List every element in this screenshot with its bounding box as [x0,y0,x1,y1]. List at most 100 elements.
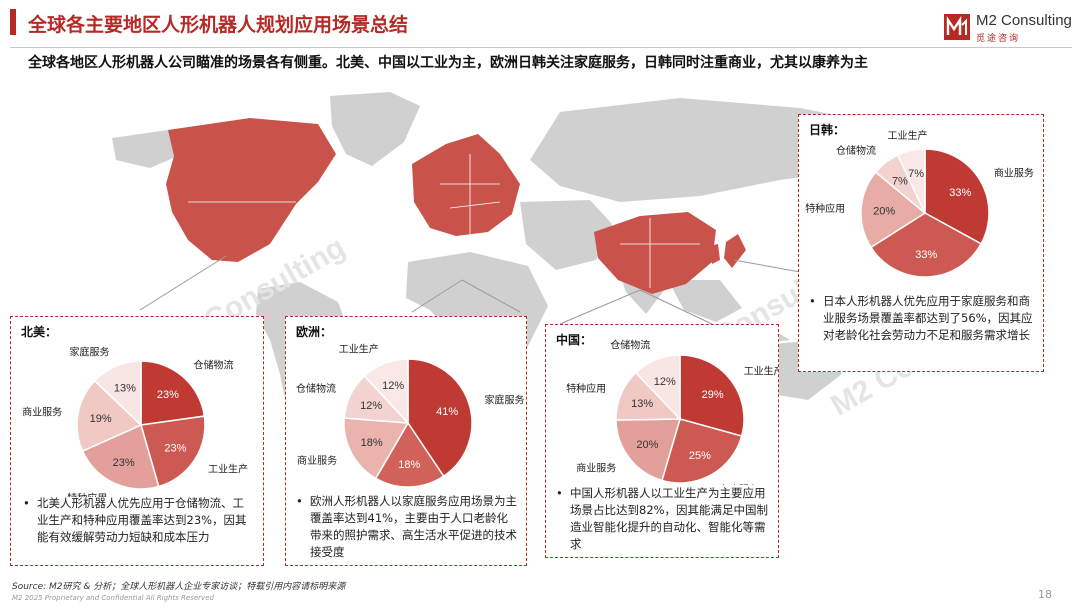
callout-line-china [559,289,641,325]
pie-category-label: 商业服务 [994,166,1034,179]
pie-category-label: 家庭服务 [719,483,759,485]
pie-category-label: 仓储物流 [194,359,234,372]
pie-slice [363,358,409,425]
pie-slice [896,148,926,214]
pie-slice-percent: 18% [361,437,383,449]
callout-line-europe-left [411,279,463,313]
region-note: • 北美人形机器人优先应用于仓储物流、工业生产和特种应用覆盖率达到23%，因其能… [23,495,255,546]
pie-slice [661,418,743,484]
pie-slice-percent: 33% [949,187,971,199]
bullet-icon: • [556,486,563,500]
region-note: • 欧洲人形机器人以家庭服务应用场景为主覆盖率达到41%，主要由于人口老龄化带来… [296,493,518,561]
region-box-north-america: 北美： 23%仓储物流23%工业生产23%特种应用19%商业服务13%家庭服务 … [10,316,264,566]
region-title: 北美： [21,325,58,339]
pie-slice [76,379,143,453]
footer-proprietary: M2 2025 Proprietary and Confidential All… [12,594,214,602]
map-china [594,212,716,294]
pie-chart-china: 29% 工业生产 25% 家庭服务 20% 商业服务 13% 特种应用 12% 仓储物流 [566,339,778,485]
pie-slice-percent: 23% [113,457,135,469]
pie-category-label: 特种应用 [566,382,606,395]
pie-category-label: 特种应用 [67,492,107,498]
pie-category-label: 仓储物流 [836,144,876,157]
pie-category-label: 工业生产 [339,343,379,356]
pie-slice [81,423,160,490]
pie-slice-percent: 13% [114,382,136,394]
logo: M2 Consulting 觅途咨询 [944,12,1072,46]
pie-chart-north-america: 23% 仓储物流 23% 工业生产 23% 特种应用 19% 商业服务 13% 家庭服务 [22,346,248,498]
region-box-china: 中国： 29%工业生产25%家庭服务20%商业服务13%特种应用12%仓储物流 … [545,324,779,558]
map-southeast-asia [668,280,742,322]
logo-name: M2 Consulting [976,12,1072,29]
pie-category-label: 工业生产 [744,365,778,378]
callout-line-europe-right [461,279,521,313]
bullet-icon: • [296,494,303,508]
footer-source: Source: M2研究 & 分析；全球人形机器人企业专家访谈；特载引用内容请标… [12,582,346,592]
pie-category-label: 工业生产 [208,463,248,476]
pie-slice-percent: 20% [636,439,658,451]
map-korea [710,244,720,264]
pie-slice [407,358,473,478]
pie-slice-percent: 25% [689,450,711,462]
callout-line-north-america [139,255,227,311]
callout-line-china-right [639,289,713,325]
pie-slice-percent: 18% [398,459,420,471]
pie-category-label: 仓储物流 [610,339,650,352]
title-bar: 全球各主要地区人形机器人规划应用场景总结 M2 Consulting 觅途咨询 [0,0,1080,46]
pie-slice-percent: 29% [702,389,724,401]
region-title: 中国： [556,333,593,347]
pie-slice [343,417,410,480]
pie-slice-percent: 12% [654,376,676,388]
pie-slice-percent: 23% [164,442,186,454]
page-title: 全球各主要地区人形机器人规划应用场景总结 [28,14,409,36]
pie-slice [924,148,990,245]
pie-category-label: 商业服务 [297,454,337,467]
pie-slice-percent: 12% [360,400,382,412]
pie-slice [615,418,682,482]
pie-slice [374,421,445,488]
pie-slice-percent: 19% [90,413,112,425]
map-north-america [166,118,336,262]
pie-slice-percent: 7% [908,168,924,180]
pie-slice [140,415,206,488]
pie-category-label: 工业生产 [888,129,928,142]
region-note-text: 北美人形机器人优先应用于仓储物流、工业生产和特种应用覆盖率达到23%，因其能有效… [37,496,247,544]
region-note-text: 中国人形机器人以工业生产为主要应用场景占比达到82%，因其能满足中国制造业智能化… [570,486,769,551]
bullet-icon: • [809,294,816,308]
logo-subtitle: 觅途咨询 [976,34,1021,44]
pie-category-label: 特种应用 [805,202,845,215]
pie-category-label: 仓储物流 [296,382,336,395]
callout-line-japan [733,259,801,273]
pie-slice-percent: 12% [382,380,404,392]
pie-slice-percent: 23% [157,389,179,401]
region-note-text: 欧洲人形机器人以家庭服务应用场景为主覆盖率达到41%，主要由于人口老龄化带来的照… [310,494,517,559]
pie-slice-percent: 41% [436,406,458,418]
page-number: 18 [1038,588,1052,601]
pie-slice [93,360,142,427]
pie-slice [860,171,927,249]
map-central-asia [520,200,612,270]
pie-slice [140,360,206,426]
pie-slice-percent: 13% [631,398,653,410]
map-greenland [330,92,420,166]
pie-slice [869,212,983,278]
pie-category-label: 商业服务 [576,461,616,474]
pie-category-label: 商业服务 [22,405,62,418]
map-alaska [112,130,178,168]
pie-category-label: 家庭服务 [70,346,110,359]
pie-slice-percent: 7% [892,176,908,188]
pie-slice-percent: 33% [915,249,937,261]
region-note-text: 日本人形机器人优先应用于家庭服务和商业服务场景覆盖率都达到了56%，因其应对老龄… [823,294,1033,342]
header-divider [10,47,1072,48]
pie-slice [634,354,681,421]
map-europe [412,134,520,236]
region-title: 日韩： [809,123,846,137]
region-note: • 日本人形机器人优先应用于家庭服务和商业服务场景覆盖率都达到了56%，因其应对… [809,293,1035,344]
page-subtitle: 全球各地区人形机器人公司瞄准的场景各有侧重。北美、中国以工业为主，欧洲日韩关注家… [28,55,868,71]
region-title: 欧洲： [296,325,333,339]
pie-slice-percent: 20% [873,205,895,217]
region-box-europe: 欧洲： 41%家庭服务18%特种应用18%商业服务12%仓储物流12%工业生产 … [285,316,527,566]
region-note: • 中国人形机器人以工业生产为主要应用场景占比达到82%，因其能满足中国制造业智… [556,485,770,553]
